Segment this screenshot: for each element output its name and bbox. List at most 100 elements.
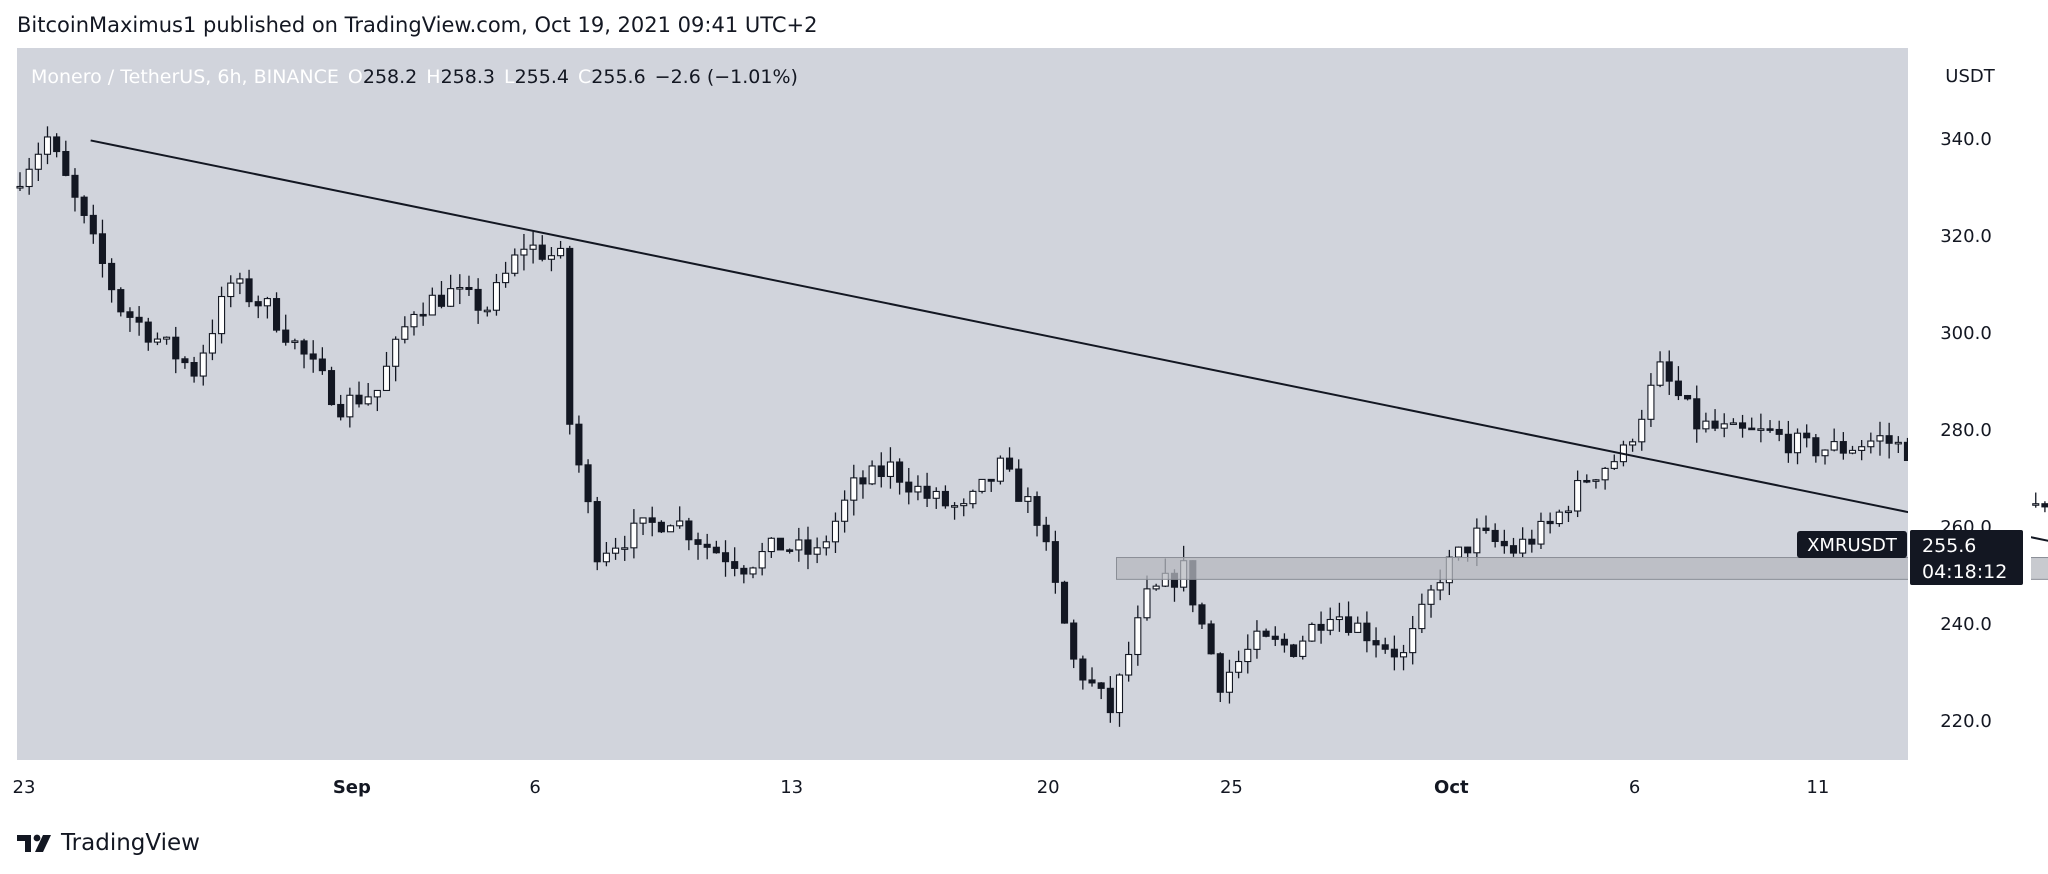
candle-body bbox=[1729, 422, 1737, 425]
candle-body bbox=[1399, 652, 1408, 658]
candle-body bbox=[254, 301, 262, 307]
candle-body bbox=[1766, 428, 1774, 431]
legend-high-key: H bbox=[426, 66, 440, 88]
candle-body bbox=[520, 248, 528, 256]
candle-body bbox=[676, 520, 684, 527]
candle-body bbox=[1821, 449, 1829, 457]
legend-low-key: L bbox=[504, 66, 515, 88]
candle-body bbox=[712, 546, 720, 554]
candle-body bbox=[245, 278, 253, 303]
chart-pane[interactable] bbox=[17, 48, 1909, 761]
candle-body bbox=[1253, 630, 1261, 650]
candle-body bbox=[923, 485, 931, 499]
candle-body bbox=[474, 288, 482, 311]
candle-body bbox=[1198, 604, 1206, 625]
candle-body bbox=[795, 539, 803, 551]
candle-body bbox=[538, 244, 546, 260]
candle-body bbox=[1720, 423, 1728, 429]
candle-body bbox=[199, 352, 207, 377]
candle-body bbox=[960, 503, 968, 507]
candle-body bbox=[1702, 420, 1710, 430]
candle-body bbox=[1793, 432, 1802, 454]
x-tick-label: 13 bbox=[780, 777, 803, 798]
candle-body bbox=[1345, 616, 1353, 633]
candle-body bbox=[1005, 457, 1014, 470]
candle-body bbox=[2041, 503, 2048, 508]
x-tick-label: 23 bbox=[13, 777, 36, 798]
tradingview-wordmark: TradingView bbox=[61, 830, 200, 856]
candle-body bbox=[43, 136, 52, 155]
candle-body bbox=[1610, 461, 1618, 469]
candle-body bbox=[263, 298, 271, 307]
axis-corner bbox=[1910, 762, 2031, 811]
candle-body bbox=[804, 539, 812, 555]
candle-body bbox=[1500, 540, 1508, 547]
tradingview-logo-icon bbox=[17, 833, 53, 853]
candle-body bbox=[630, 522, 638, 549]
candle-body bbox=[1317, 623, 1325, 631]
candle-body bbox=[373, 389, 381, 398]
y-tick-label: 220.0 bbox=[1940, 711, 1992, 732]
candle-body bbox=[135, 316, 143, 323]
y-tick-label: 340.0 bbox=[1940, 129, 1992, 150]
y-axis-unit: USDT bbox=[1945, 66, 1995, 87]
x-tick-label: Oct bbox=[1434, 777, 1469, 798]
candle-body bbox=[557, 247, 565, 257]
candle-body bbox=[1509, 545, 1518, 554]
candle-body bbox=[685, 520, 693, 541]
candle-body bbox=[337, 403, 345, 418]
x-axis-panel[interactable] bbox=[17, 762, 1909, 811]
candle-body bbox=[1015, 468, 1023, 502]
candle-body bbox=[117, 289, 125, 313]
candle-body bbox=[786, 549, 794, 552]
candle-body bbox=[1638, 418, 1646, 443]
candle-body bbox=[1830, 441, 1838, 451]
candle-body bbox=[776, 537, 785, 551]
y-axis-panel[interactable] bbox=[1910, 48, 2031, 761]
candle-body bbox=[1464, 546, 1472, 554]
candle-body bbox=[1848, 449, 1857, 454]
candle-body bbox=[1693, 398, 1701, 430]
candle-body bbox=[382, 365, 391, 392]
candle-body bbox=[648, 517, 656, 523]
candle-body bbox=[1079, 658, 1087, 681]
y-tick-label: 240.0 bbox=[1940, 614, 1992, 635]
legend-low: 255.4 bbox=[515, 66, 569, 88]
candle-body bbox=[886, 461, 894, 478]
candle-body bbox=[1409, 628, 1417, 654]
candle-body bbox=[1803, 432, 1811, 439]
candle-body bbox=[1711, 420, 1719, 429]
y-tick-label: 320.0 bbox=[1940, 226, 1992, 247]
y-tick-label: 300.0 bbox=[1940, 323, 1992, 344]
candle-body bbox=[89, 214, 97, 235]
candle-body bbox=[1244, 648, 1252, 663]
candle-body bbox=[181, 358, 189, 364]
candle-body bbox=[1060, 581, 1069, 624]
legend-open: 258.2 bbox=[363, 66, 417, 88]
legend-close: 255.6 bbox=[591, 66, 645, 88]
candle-body bbox=[465, 286, 473, 291]
candle-body bbox=[850, 477, 858, 501]
candle-body bbox=[1491, 529, 1499, 543]
candle-body bbox=[1326, 618, 1334, 631]
candle-body bbox=[1299, 640, 1307, 657]
candle-body bbox=[502, 272, 510, 284]
candle-body bbox=[621, 547, 629, 550]
candle-body bbox=[1574, 479, 1582, 512]
candle-body bbox=[1867, 440, 1875, 448]
candle-body bbox=[951, 505, 959, 508]
candle-body bbox=[987, 478, 995, 482]
candle-body bbox=[1812, 437, 1820, 457]
candle-body bbox=[282, 329, 290, 343]
candle-body bbox=[1784, 433, 1792, 454]
candle-body bbox=[612, 547, 620, 554]
candle-body bbox=[327, 370, 336, 406]
legend: Monero / TetherUS, 6h, BINANCE O258.2 H258… bbox=[31, 66, 798, 88]
candle-body bbox=[1372, 640, 1380, 646]
candle-body bbox=[80, 196, 88, 216]
x-tick-label: 20 bbox=[1037, 777, 1060, 798]
candle-body bbox=[53, 136, 61, 153]
candle-body bbox=[1629, 441, 1637, 446]
candle-body bbox=[1601, 467, 1609, 481]
